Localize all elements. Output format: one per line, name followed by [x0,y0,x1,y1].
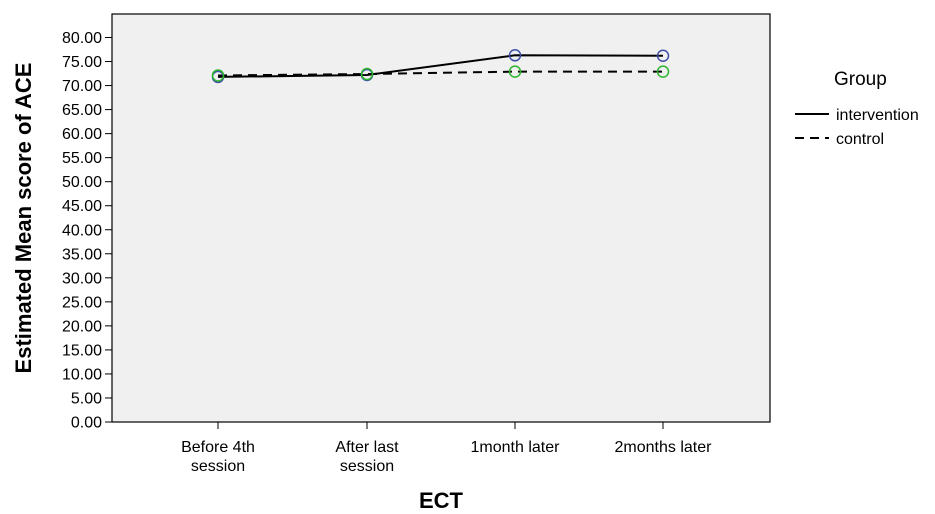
y-tick-label: 45.00 [62,198,102,215]
data-point-intervention [508,49,522,62]
legend: Group intervention control [795,69,919,148]
y-tick-label: 80.00 [62,30,102,47]
y-tick-label: 75.00 [62,54,102,71]
legend-label-intervention: intervention [836,107,919,124]
x-tick-label: 2months later [615,439,713,456]
data-point-control [360,67,374,81]
y-tick-label: 15.00 [62,342,102,359]
x-tick-label: After last session [335,439,399,475]
legend-label-control: control [836,131,884,148]
legend-title: Group [834,69,887,90]
plot-area [111,13,771,423]
y-tick-label: 55.00 [62,150,102,167]
y-tick-label: 70.00 [62,78,102,95]
x-tick-label: Before 4th session [181,439,255,475]
y-tick-label: 5.00 [71,390,102,407]
y-tick-label: 10.00 [62,366,102,383]
y-tick-label: 60.00 [62,126,102,143]
data-point-intervention [656,49,670,63]
y-tick-label: 40.00 [62,222,102,239]
x-axis: Before 4th session After last session 1month… [181,422,712,475]
data-point-control [656,65,670,78]
y-axis: 0.00 5.00 10.00 15.00 20.00 25.00 30.00 35.00 40… [62,30,112,432]
data-point-control [508,65,522,78]
y-axis-title: Estimated Mean score of ACE [11,63,36,374]
y-tick-label: 50.00 [62,174,102,191]
data-point-control [211,69,225,82]
y-tick-label: 0.00 [71,415,102,432]
series-layer [211,49,670,84]
y-tick-label: 25.00 [62,294,102,311]
y-tick-label: 30.00 [62,270,102,287]
y-tick-label: 35.00 [62,246,102,263]
x-axis-title: ECT [419,488,464,513]
y-tick-label: 20.00 [62,318,102,335]
y-tick-label: 65.00 [62,102,102,119]
series-line-intervention [217,54,664,78]
x-tick-label: 1month later [471,439,561,456]
